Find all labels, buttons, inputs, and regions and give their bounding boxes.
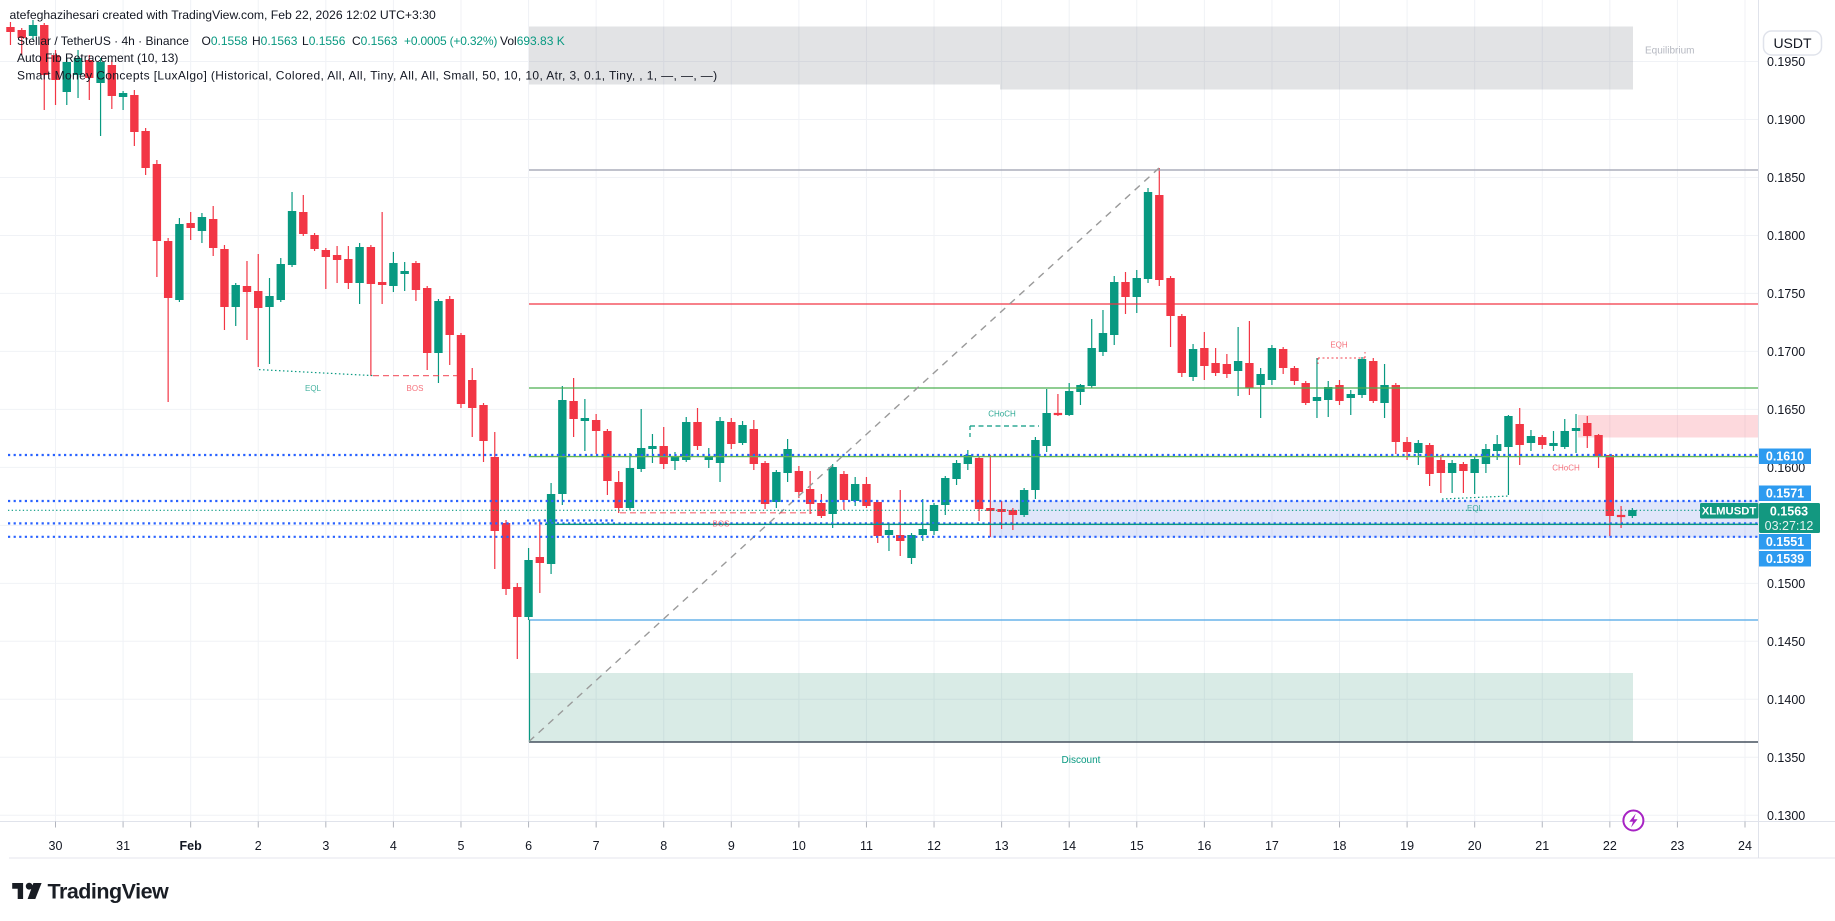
svg-text:03:27:12: 03:27:12 <box>1765 519 1814 533</box>
svg-text:+0.0005 (+0.32%): +0.0005 (+0.32%) <box>404 34 497 48</box>
svg-text:2: 2 <box>255 839 262 853</box>
svg-text:22: 22 <box>1603 839 1617 853</box>
svg-text:0.1950: 0.1950 <box>1767 55 1805 69</box>
svg-text:19: 19 <box>1400 839 1414 853</box>
svg-text:13: 13 <box>995 839 1009 853</box>
svg-text:USDT: USDT <box>1773 35 1812 51</box>
svg-text:0.1400: 0.1400 <box>1767 693 1805 707</box>
svg-text:Smart Money Concepts [LuxAlgo]: Smart Money Concepts [LuxAlgo] (Historic… <box>17 69 718 83</box>
svg-text:21: 21 <box>1535 839 1549 853</box>
svg-text:3: 3 <box>322 839 329 853</box>
svg-text:Vol693.83 K: Vol693.83 K <box>500 34 565 48</box>
svg-text:5: 5 <box>458 839 465 853</box>
svg-text:0.1350: 0.1350 <box>1767 751 1805 765</box>
svg-text:Stellar / TetherUS · 4h · Bina: Stellar / TetherUS · 4h · Binance <box>17 34 189 48</box>
svg-text:0.1571: 0.1571 <box>1766 487 1804 501</box>
svg-text:0.1610: 0.1610 <box>1766 450 1804 464</box>
svg-text:0.1551: 0.1551 <box>1766 535 1804 549</box>
svg-text:12: 12 <box>927 839 941 853</box>
svg-text:0.1800: 0.1800 <box>1767 229 1805 243</box>
svg-text:Feb: Feb <box>180 839 203 853</box>
svg-text:EQL: EQL <box>305 384 322 393</box>
svg-text:atefeghazihesari created with: atefeghazihesari created with TradingVie… <box>10 8 436 22</box>
svg-text:0.1850: 0.1850 <box>1767 171 1805 185</box>
svg-text:17: 17 <box>1265 839 1279 853</box>
svg-text:14: 14 <box>1062 839 1076 853</box>
svg-text:15: 15 <box>1130 839 1144 853</box>
svg-text:EQL: EQL <box>1467 504 1484 513</box>
svg-text:8: 8 <box>660 839 667 853</box>
svg-text:31: 31 <box>116 839 130 853</box>
svg-text:Equilibrium: Equilibrium <box>1645 46 1694 57</box>
svg-text:0.1563: 0.1563 <box>1770 505 1808 519</box>
svg-text:O0.1558: O0.1558 <box>202 34 248 48</box>
svg-text:7: 7 <box>593 839 600 853</box>
svg-text:20: 20 <box>1468 839 1482 853</box>
svg-text:Auto Fib Retracement (10, 13): Auto Fib Retracement (10, 13) <box>17 51 178 65</box>
svg-text:23: 23 <box>1670 839 1684 853</box>
svg-text:XLMUSDT: XLMUSDT <box>1702 506 1757 518</box>
svg-text:0.1600: 0.1600 <box>1767 461 1805 475</box>
svg-text:4: 4 <box>390 839 397 853</box>
svg-text:0.1900: 0.1900 <box>1767 113 1805 127</box>
svg-text:30: 30 <box>49 839 63 853</box>
svg-text:16: 16 <box>1197 839 1211 853</box>
svg-text:H0.1563: H0.1563 <box>252 34 298 48</box>
svg-text:24: 24 <box>1738 839 1752 853</box>
svg-text:L0.1556: L0.1556 <box>302 34 346 48</box>
svg-text:Discount: Discount <box>1062 755 1101 766</box>
svg-text:10: 10 <box>792 839 806 853</box>
svg-text:0.1650: 0.1650 <box>1767 403 1805 417</box>
svg-text:18: 18 <box>1333 839 1347 853</box>
svg-text:9: 9 <box>728 839 735 853</box>
svg-text:CHoCH: CHoCH <box>1552 464 1580 473</box>
svg-text:TradingView: TradingView <box>48 880 170 904</box>
svg-text:BOS: BOS <box>407 384 424 393</box>
svg-text:0.1700: 0.1700 <box>1767 345 1805 359</box>
svg-text:C0.1563: C0.1563 <box>352 34 398 48</box>
svg-text:0.1750: 0.1750 <box>1767 287 1805 301</box>
svg-text:0.1500: 0.1500 <box>1767 577 1805 591</box>
svg-text:BOS: BOS <box>713 520 730 529</box>
svg-text:EQH: EQH <box>1330 341 1348 350</box>
svg-text:11: 11 <box>860 839 873 853</box>
svg-text:0.1300: 0.1300 <box>1767 809 1805 823</box>
svg-text:0.1450: 0.1450 <box>1767 635 1805 649</box>
svg-text:CHoCH: CHoCH <box>988 410 1016 419</box>
svg-text:6: 6 <box>525 839 532 853</box>
svg-text:0.1539: 0.1539 <box>1766 552 1804 566</box>
